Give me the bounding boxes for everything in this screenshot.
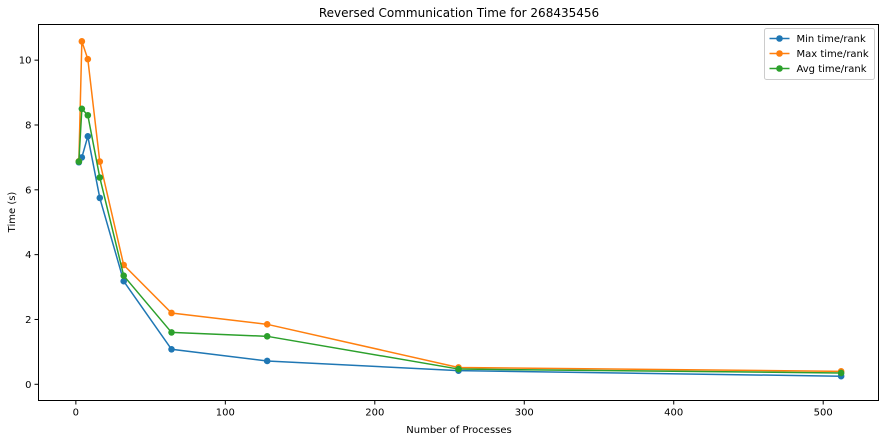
y-axis-label: Time (s)	[7, 192, 18, 234]
data-point-avg-time-rank	[120, 272, 127, 280]
legend-swatch-marker	[776, 50, 783, 57]
data-point-max-time-rank	[168, 309, 175, 317]
legend-entry: Max time/rank	[797, 49, 869, 60]
data-point-min-time-rank	[84, 133, 92, 140]
legend-swatch-marker	[776, 35, 783, 42]
data-point-min-time-rank	[263, 357, 271, 365]
x-tick-label: 300	[515, 408, 534, 419]
data-point-avg-time-rank	[455, 365, 462, 373]
data-point-max-time-rank	[78, 38, 86, 45]
data-point-max-time-rank	[263, 321, 271, 328]
legend-swatch-marker	[776, 65, 783, 72]
legend-box	[764, 28, 875, 80]
data-point-avg-time-rank	[84, 111, 92, 119]
x-axis-label: Number of Processes	[406, 425, 511, 436]
y-tick-label: 0	[25, 380, 31, 391]
x-tick-label: 200	[365, 408, 384, 419]
data-point-max-time-rank	[84, 55, 92, 63]
data-point-max-time-rank	[96, 158, 104, 165]
legend: Min time/rank Max time/rank Avg time/rank	[764, 28, 875, 80]
data-point-min-time-rank	[120, 277, 127, 285]
series-line-avg-time-rank	[78, 106, 842, 374]
y-tick-label: 8	[25, 120, 31, 131]
legend-entry: Avg time/rank	[797, 64, 867, 75]
chart-title: Reversed Communication Time for 26843545…	[319, 6, 599, 20]
y-tick-label: 2	[25, 315, 31, 326]
data-point-avg-time-rank	[96, 174, 104, 181]
x-axis: 0 100 200 300 400 500	[73, 400, 833, 419]
y-tick-label: 4	[25, 250, 31, 261]
data-point-avg-time-rank	[263, 333, 271, 340]
x-tick-label: 400	[664, 408, 683, 419]
data-point-min-time-rank	[96, 194, 104, 202]
y-tick-label: 10	[19, 56, 32, 67]
data-point-avg-time-rank	[78, 105, 86, 113]
series-line-max-time-rank	[78, 41, 842, 373]
x-tick-label: 500	[814, 408, 833, 419]
x-tick-label: 100	[216, 408, 235, 419]
data-point-avg-time-rank	[168, 329, 175, 336]
y-tick-label: 6	[25, 185, 31, 196]
plot-frame	[38, 24, 879, 401]
plot-area	[75, 38, 845, 380]
data-point-avg-time-rank	[837, 369, 845, 377]
data-point-avg-time-rank	[75, 158, 83, 165]
legend-entry: Min time/rank	[797, 34, 866, 45]
x-tick-label: 0	[73, 408, 79, 419]
data-point-min-time-rank	[168, 345, 175, 353]
y-axis: 0 2 4 6 8 10	[19, 56, 39, 391]
series-line-min-time-rank	[78, 136, 842, 377]
